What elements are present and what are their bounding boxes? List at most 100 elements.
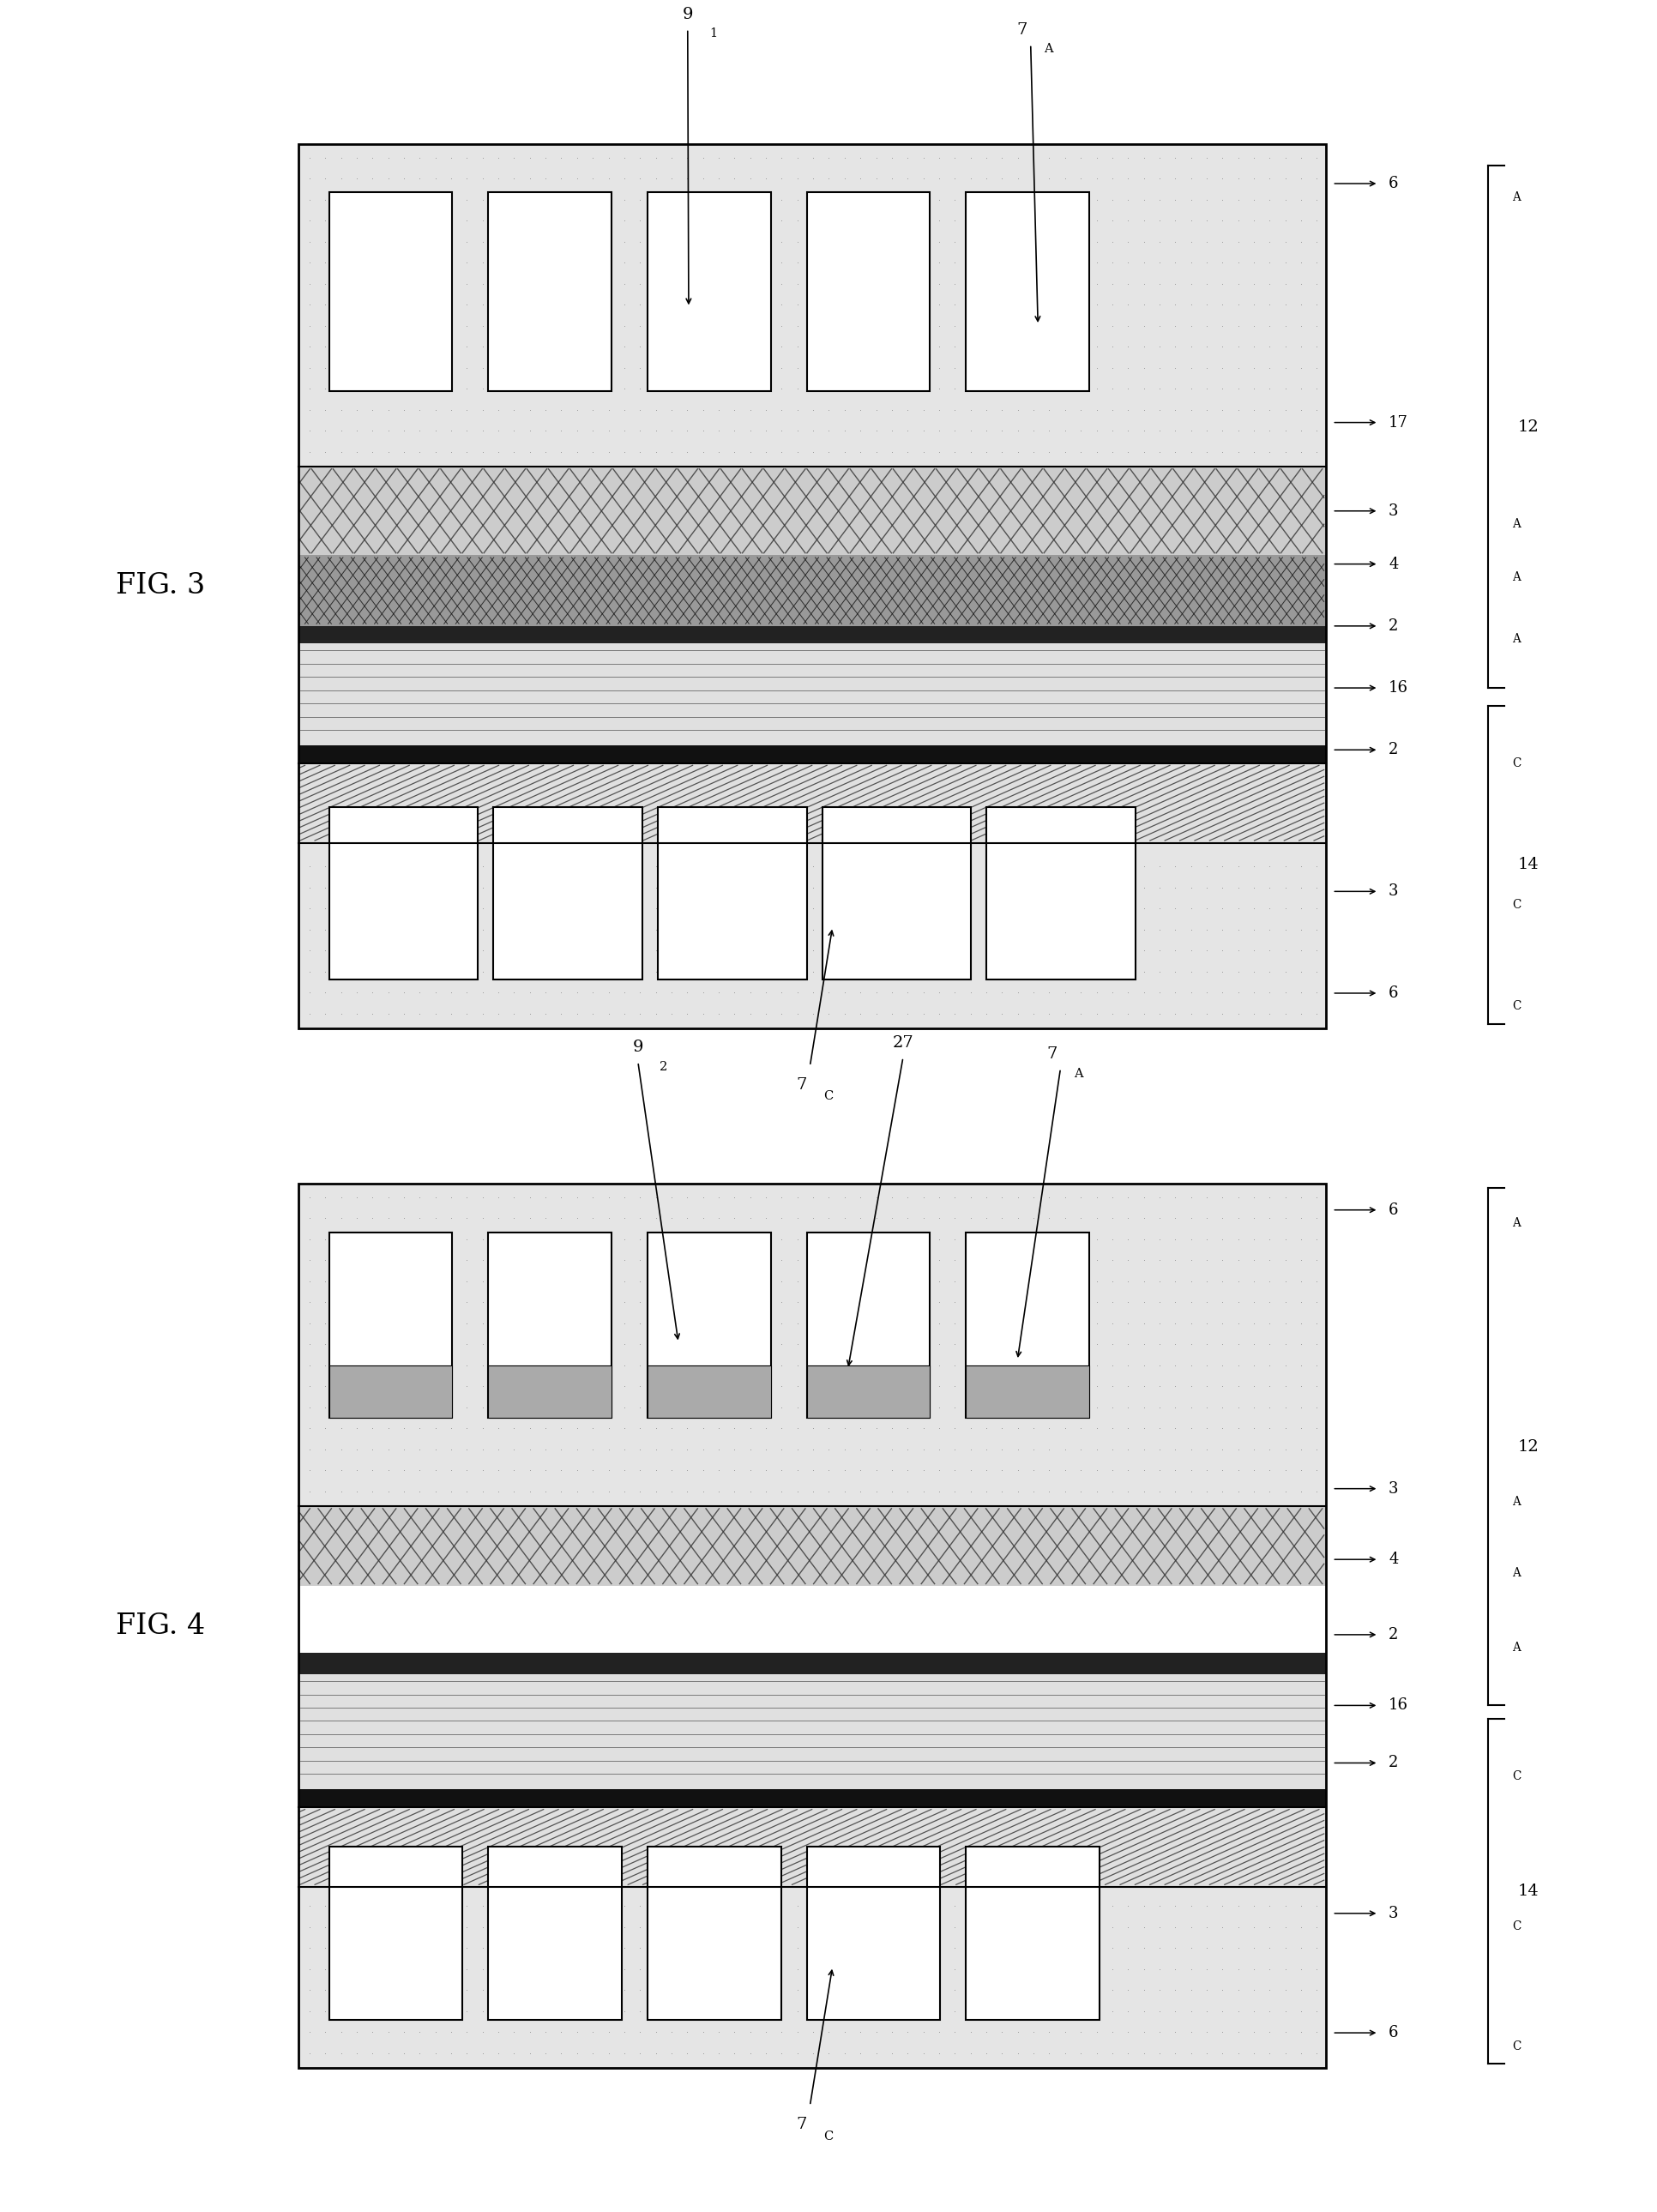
Point	[752, 246, 779, 281]
Point	[706, 1263, 732, 1298]
Point	[423, 891, 449, 927]
Point	[626, 2015, 653, 2051]
Point	[486, 223, 512, 259]
Point	[1193, 1473, 1220, 1509]
Point	[437, 1931, 464, 1966]
Point	[643, 911, 669, 947]
Point	[706, 434, 732, 469]
Point	[721, 1369, 747, 1405]
Point	[1021, 891, 1047, 927]
Point	[580, 223, 606, 259]
Point	[1225, 933, 1251, 969]
Point	[1193, 1221, 1220, 1256]
Point	[721, 1221, 747, 1256]
Point	[1021, 246, 1047, 281]
Point	[454, 849, 481, 885]
Point	[437, 1473, 464, 1509]
Point	[737, 1889, 764, 1924]
Point	[878, 933, 905, 969]
Point	[1225, 1951, 1251, 1986]
Point	[800, 1993, 827, 2028]
Point	[769, 869, 795, 905]
Point	[752, 891, 779, 927]
Point	[343, 1411, 370, 1447]
Point	[437, 392, 464, 427]
Point	[1273, 1179, 1299, 1214]
Point	[1099, 1243, 1125, 1279]
Point	[721, 288, 747, 323]
Point	[548, 869, 575, 905]
Point	[1287, 1889, 1314, 1924]
Point	[580, 1201, 606, 1237]
Point	[643, 2015, 669, 2051]
Point	[1193, 1889, 1220, 1924]
Point	[626, 891, 653, 927]
Point	[1178, 2035, 1205, 2070]
Point	[895, 1931, 921, 1966]
Point	[360, 434, 386, 469]
Point	[1193, 1389, 1220, 1425]
Point	[626, 307, 653, 343]
Text: A: A	[1513, 518, 1521, 531]
Point	[1147, 1201, 1173, 1237]
Point	[784, 953, 810, 989]
Point	[500, 1889, 527, 1924]
Point	[1147, 204, 1173, 239]
Point	[832, 933, 858, 969]
Point	[689, 1263, 716, 1298]
Point	[391, 204, 418, 239]
Point	[989, 1243, 1016, 1279]
Point	[895, 434, 921, 469]
Point	[958, 1221, 984, 1256]
Point	[1178, 223, 1205, 259]
Point	[517, 139, 543, 175]
Point	[1225, 975, 1251, 1011]
Point	[1256, 414, 1283, 449]
Point	[737, 1411, 764, 1447]
Point	[689, 1201, 716, 1237]
Point	[863, 161, 890, 197]
Point	[532, 1201, 558, 1237]
Point	[910, 1951, 936, 1986]
Point	[941, 1347, 968, 1382]
Point	[863, 849, 890, 885]
Point	[784, 933, 810, 969]
Point	[486, 372, 512, 407]
Point	[1287, 181, 1314, 217]
Point	[800, 1889, 827, 1924]
Point	[500, 1201, 527, 1237]
Point	[706, 1347, 732, 1382]
Point	[706, 349, 732, 385]
Point	[926, 2035, 953, 2070]
Point	[374, 1201, 401, 1237]
Point	[1210, 1411, 1236, 1447]
Point	[643, 1909, 669, 1944]
Point	[674, 1179, 701, 1214]
Point	[769, 1201, 795, 1237]
Point	[626, 434, 653, 469]
Point	[815, 434, 842, 469]
Point	[674, 1909, 701, 1944]
Point	[1241, 1431, 1268, 1467]
Point	[989, 975, 1016, 1011]
Point	[815, 1993, 842, 2028]
Point	[1304, 1951, 1331, 1986]
Point	[1241, 1473, 1268, 1509]
Point	[737, 330, 764, 365]
Point	[800, 953, 827, 989]
Point	[1130, 1243, 1157, 1279]
Point	[1067, 265, 1094, 301]
Point	[423, 1305, 449, 1340]
Point	[878, 1347, 905, 1382]
Point	[721, 869, 747, 905]
Point	[769, 372, 795, 407]
Point	[391, 1179, 418, 1214]
Point	[784, 1993, 810, 2028]
Point	[1036, 1889, 1062, 1924]
Point	[374, 891, 401, 927]
Point	[973, 1327, 999, 1363]
Point	[1147, 2035, 1173, 2070]
Point	[1067, 1889, 1094, 1924]
Point	[1225, 392, 1251, 427]
Point	[1084, 1909, 1110, 1944]
